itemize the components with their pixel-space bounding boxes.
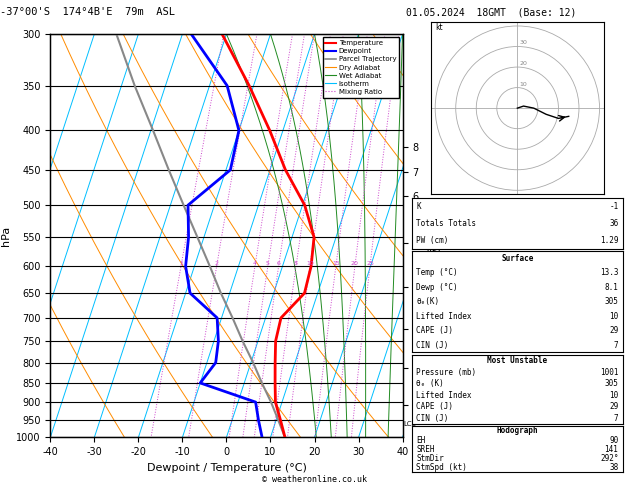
Text: LCL: LCL <box>403 421 416 427</box>
Text: 2: 2 <box>214 261 219 266</box>
Text: CAPE (J): CAPE (J) <box>416 402 454 411</box>
Text: 7: 7 <box>614 414 618 422</box>
Text: 90: 90 <box>610 435 618 445</box>
Text: 7: 7 <box>614 341 618 349</box>
Text: 10: 10 <box>520 82 527 87</box>
Text: 13.3: 13.3 <box>600 268 618 278</box>
Text: 10: 10 <box>610 312 618 321</box>
Text: 20: 20 <box>520 61 527 66</box>
Text: 292°: 292° <box>600 454 618 463</box>
Text: Lifted Index: Lifted Index <box>416 391 472 399</box>
Text: Most Unstable: Most Unstable <box>487 356 547 365</box>
Text: 10: 10 <box>610 391 618 399</box>
Text: Totals Totals: Totals Totals <box>416 219 476 228</box>
Text: -1: -1 <box>610 202 618 211</box>
Text: 8.1: 8.1 <box>604 283 618 292</box>
Text: 1001: 1001 <box>600 367 618 377</box>
Text: 38: 38 <box>610 463 618 472</box>
Text: 25: 25 <box>366 261 374 266</box>
Text: θₑ(K): θₑ(K) <box>416 297 439 306</box>
Text: 1: 1 <box>179 261 183 266</box>
Text: 30: 30 <box>520 40 527 46</box>
Text: Hodograph: Hodograph <box>496 426 538 435</box>
Text: 36: 36 <box>610 219 618 228</box>
Text: StmSpd (kt): StmSpd (kt) <box>416 463 467 472</box>
Text: 305: 305 <box>604 297 618 306</box>
Text: Pressure (mb): Pressure (mb) <box>416 367 476 377</box>
Text: 10: 10 <box>306 261 314 266</box>
Y-axis label: km
ASL: km ASL <box>426 236 444 257</box>
Text: 6: 6 <box>277 261 281 266</box>
Text: CIN (J): CIN (J) <box>416 414 448 422</box>
Text: CAPE (J): CAPE (J) <box>416 326 454 335</box>
Text: PW (cm): PW (cm) <box>416 236 448 245</box>
Text: SREH: SREH <box>416 445 435 454</box>
Y-axis label: hPa: hPa <box>1 226 11 246</box>
Text: 5: 5 <box>266 261 270 266</box>
Text: -37°00'S  174°4B'E  79m  ASL: -37°00'S 174°4B'E 79m ASL <box>0 7 175 17</box>
Text: 29: 29 <box>610 326 618 335</box>
X-axis label: Dewpoint / Temperature (°C): Dewpoint / Temperature (°C) <box>147 463 306 473</box>
Text: K: K <box>416 202 421 211</box>
Text: CIN (J): CIN (J) <box>416 341 448 349</box>
Text: 8: 8 <box>294 261 298 266</box>
Text: kt: kt <box>435 23 443 32</box>
Text: Dewp (°C): Dewp (°C) <box>416 283 458 292</box>
Text: 4: 4 <box>253 261 257 266</box>
Text: 305: 305 <box>604 379 618 388</box>
Text: © weatheronline.co.uk: © weatheronline.co.uk <box>262 474 367 484</box>
Text: 1.29: 1.29 <box>600 236 618 245</box>
Text: Lifted Index: Lifted Index <box>416 312 472 321</box>
Legend: Temperature, Dewpoint, Parcel Trajectory, Dry Adiabat, Wet Adiabat, Isotherm, Mi: Temperature, Dewpoint, Parcel Trajectory… <box>323 37 399 98</box>
Text: Temp (°C): Temp (°C) <box>416 268 458 278</box>
Text: θₑ (K): θₑ (K) <box>416 379 444 388</box>
Text: Surface: Surface <box>501 254 533 263</box>
Text: 15: 15 <box>332 261 340 266</box>
Text: 141: 141 <box>604 445 618 454</box>
Text: 01.05.2024  18GMT  (Base: 12): 01.05.2024 18GMT (Base: 12) <box>406 7 576 17</box>
Text: 29: 29 <box>610 402 618 411</box>
Text: 20: 20 <box>351 261 359 266</box>
Text: StmDir: StmDir <box>416 454 444 463</box>
Text: EH: EH <box>416 435 425 445</box>
